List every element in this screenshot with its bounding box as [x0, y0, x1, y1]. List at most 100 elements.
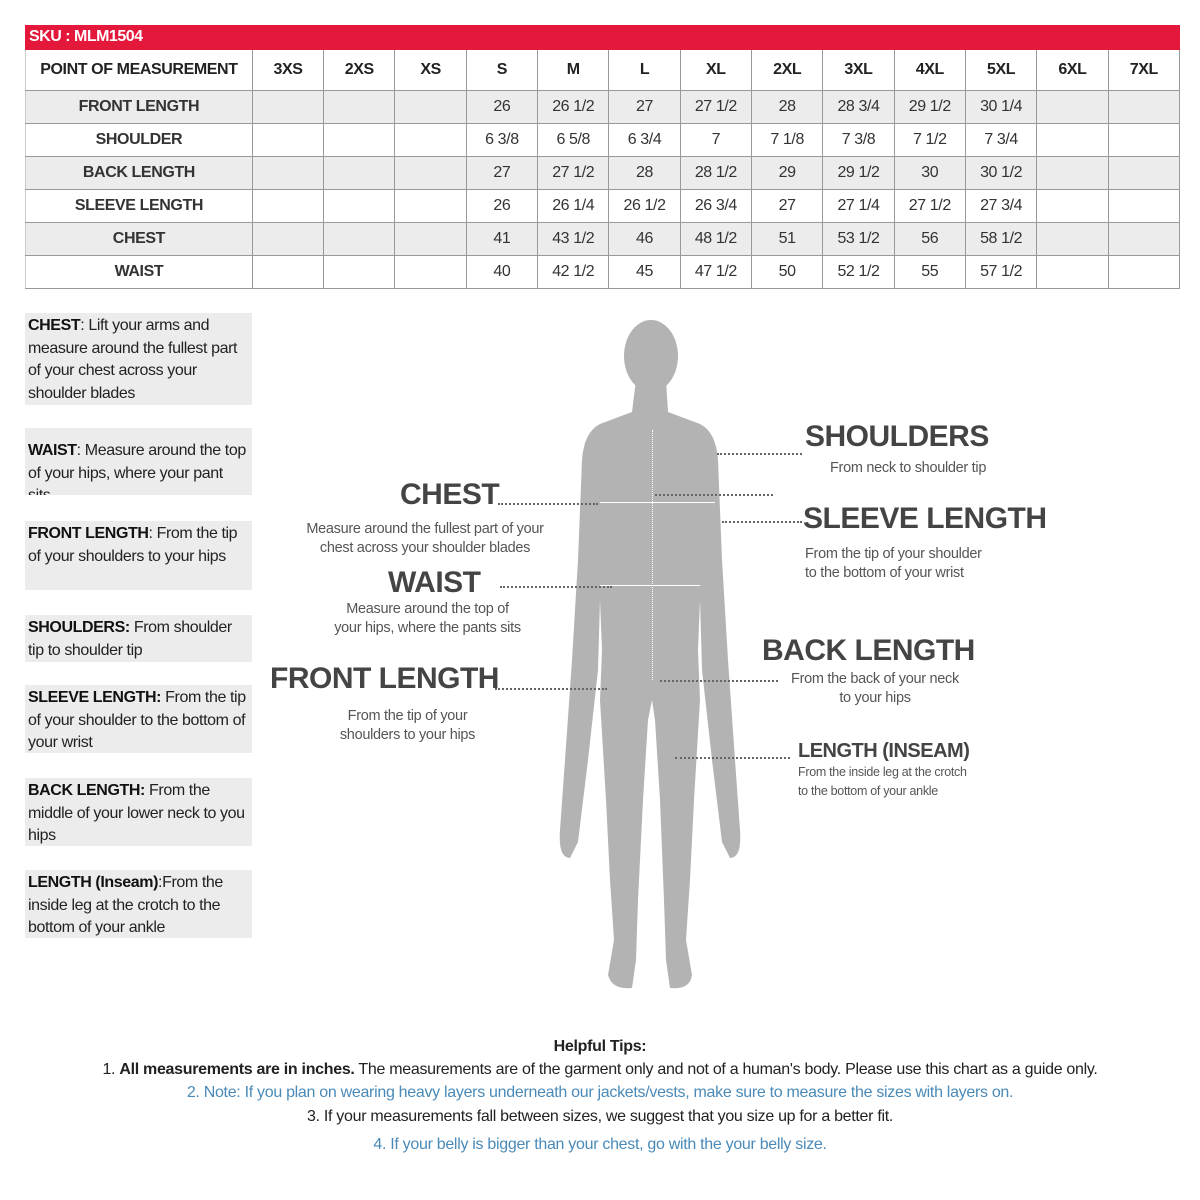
table-cell: 30 1/4 [964, 89, 1038, 124]
note-label: BACK LENGTH: [28, 782, 145, 799]
table-cell: 6 5/8 [537, 122, 610, 157]
table-cell [394, 221, 467, 256]
note-text: :From the inside leg at the crotch to th… [28, 874, 223, 936]
table-cell: 29 [751, 155, 824, 190]
column-header-measurement: POINT OF MEASUREMENT [25, 50, 253, 91]
note-text: From shoulder tip to shoulder tip [28, 619, 232, 659]
table-cell: 27 [608, 89, 681, 124]
column-header-size: 6XL [1036, 50, 1109, 91]
tips-title: Helpful Tips: [553, 1038, 647, 1055]
table-cell: 42 1/2 [537, 254, 610, 289]
table-cell [1107, 188, 1181, 223]
column-header-size: 3XS [251, 50, 325, 91]
table-cell [394, 254, 467, 289]
measurement-note: BACK LENGTH: From the middle of your low… [25, 778, 252, 846]
table-cell: 30 1/2 [964, 155, 1038, 190]
table-cell: 26 1/2 [537, 89, 610, 124]
tip-2: 2. Note: If you plan on wearing heavy la… [186, 1084, 1014, 1101]
measurement-note: CHEST: Lift your arms and measure around… [25, 313, 252, 405]
table-cell: 40 [465, 254, 539, 289]
table-cell [251, 221, 325, 256]
note-label: SHOULDERS: [28, 619, 130, 636]
size-table: POINT OF MEASUREMENT 3XS 2XS XS S M L XL 2XL 3XL 4… [25, 50, 1181, 289]
table-cell: 28 [751, 89, 824, 124]
measurement-note: SHOULDERS: From shoulder tip to shoulder… [25, 615, 252, 662]
note-text: : Lift your arms and measure around the … [28, 317, 238, 402]
table-row: CHEST 41 43 1/2 46 48 1/2 51 53 1/2 56 58 1/2 [25, 221, 1181, 256]
table-cell: 57 1/2 [964, 254, 1038, 289]
table-cell: 47 1/2 [679, 254, 753, 289]
table-cell: 27 [751, 188, 824, 223]
table-cell: 26 3/4 [679, 188, 753, 223]
row-label: SHOULDER [25, 122, 253, 157]
table-cell [251, 155, 325, 190]
table-cell [251, 188, 325, 223]
tip-1: 1. All measurements are in inches. The m… [102, 1061, 1098, 1078]
callout-chest-title: CHEST [400, 478, 500, 511]
callout-sleeve-length-desc: From the tip of your shoulder to the bott… [805, 546, 982, 581]
callout-back-length-desc: From the back of your neck to your hips [791, 671, 959, 706]
column-header-size: 7XL [1107, 50, 1181, 91]
table-cell: 55 [893, 254, 966, 289]
table-cell: 27 1/2 [893, 188, 966, 223]
table-cell [1036, 188, 1109, 223]
table-cell [1036, 254, 1109, 289]
note-label: CHEST [28, 317, 81, 334]
measurement-note: WAIST: Measure around the top of your hi… [25, 428, 252, 495]
row-label: SLEEVE LENGTH [25, 188, 253, 223]
table-cell: 7 1/8 [751, 122, 824, 157]
table-header-row: POINT OF MEASUREMENT 3XS 2XS XS S M L XL 2XL 3XL 4… [25, 50, 1181, 91]
table-cell: 45 [608, 254, 681, 289]
table-cell: 41 [465, 221, 539, 256]
table-cell: 7 3/4 [964, 122, 1038, 157]
table-cell: 27 1/2 [679, 89, 753, 124]
table-cell [1107, 89, 1181, 124]
callout-inseam-desc: From the inside leg at the crotch to the … [798, 765, 967, 798]
row-label: WAIST [25, 254, 253, 289]
tip-4: 4. If your belly is bigger than your che… [373, 1136, 827, 1153]
table-cell: 27 1/2 [537, 155, 610, 190]
note-text: : From the tip of your shoulders to your… [28, 525, 238, 565]
callout-chest-desc: Measure around the fullest part of your c… [306, 521, 544, 556]
callout-front-length-title: FRONT LENGTH [270, 662, 499, 695]
note-label: SLEEVE LENGTH: [28, 689, 162, 706]
column-header-size: XL [679, 50, 753, 91]
table-cell [394, 89, 467, 124]
table-cell: 26 1/4 [537, 188, 610, 223]
table-row: FRONT LENGTH 26 26 1/2 27 27 1/2 28 28 3/4 29 1… [25, 89, 1181, 124]
column-header-size: 5XL [964, 50, 1038, 91]
callout-back-length-title: BACK LENGTH [762, 634, 975, 667]
column-header-size: 4XL [893, 50, 966, 91]
table-row: WAIST 40 42 1/2 45 47 1/2 50 52 1/2 55 57 1/2 [25, 254, 1181, 289]
sku-header: SKU : MLM1504 [25, 25, 1180, 50]
measurement-note: FRONT LENGTH: From the tip of your shoul… [25, 521, 252, 590]
table-cell: 58 1/2 [964, 221, 1038, 256]
tip-3: 3. If your measurements fall between siz… [306, 1108, 894, 1125]
table-cell: 51 [751, 221, 824, 256]
table-cell [323, 254, 396, 289]
table-cell: 48 1/2 [679, 221, 753, 256]
table-cell: 28 [608, 155, 681, 190]
table-cell: 26 [465, 89, 539, 124]
column-header-size: M [537, 50, 610, 91]
callout-inseam-title: LENGTH (INSEAM) [798, 740, 970, 762]
table-row: BACK LENGTH 27 27 1/2 28 28 1/2 29 29 1/2 30 30 … [25, 155, 1181, 190]
table-cell: 52 1/2 [822, 254, 895, 289]
row-label: BACK LENGTH [25, 155, 253, 190]
note-text: From the middle of your lower neck to yo… [28, 782, 245, 844]
table-cell [251, 254, 325, 289]
table-cell [1107, 221, 1181, 256]
table-cell [251, 89, 325, 124]
table-cell [1036, 155, 1109, 190]
table-cell [323, 221, 396, 256]
callout-waist-title: WAIST [388, 566, 481, 599]
column-header-size: 2XS [323, 50, 396, 91]
note-label: FRONT LENGTH [28, 525, 149, 542]
measurement-note: LENGTH (Inseam):From the inside leg at t… [25, 870, 252, 938]
table-cell: 29 1/2 [893, 89, 966, 124]
column-header-size: L [608, 50, 681, 91]
table-cell: 7 3/8 [822, 122, 895, 157]
column-header-size: XS [394, 50, 467, 91]
column-header-size: S [465, 50, 539, 91]
